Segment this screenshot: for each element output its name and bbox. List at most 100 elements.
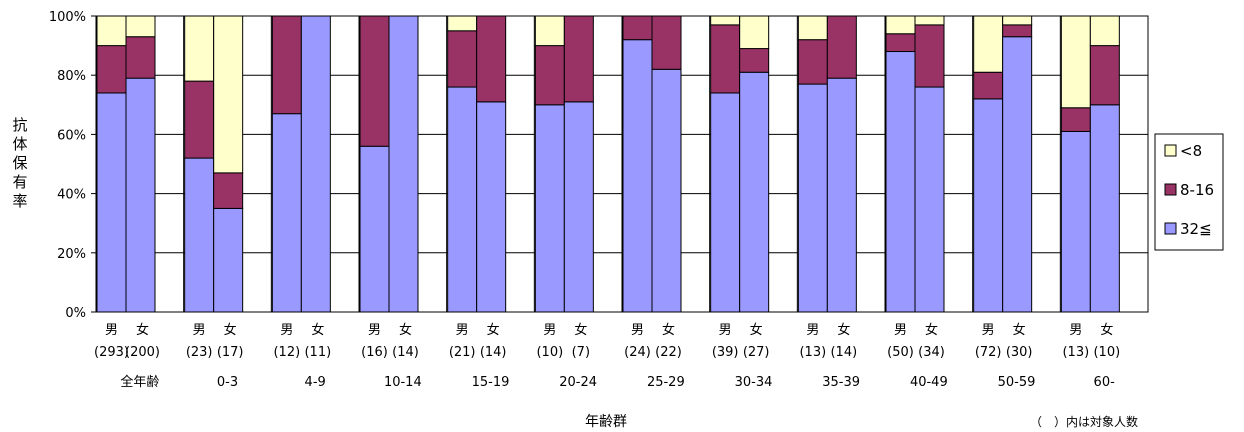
sample-size-label: (21)	[449, 345, 476, 360]
bar-segment-32-or-more	[388, 15, 419, 313]
bar-segment-under-8	[447, 15, 478, 32]
x-axis-title: 年齢群	[585, 414, 627, 430]
y-tick-label: 40%	[57, 188, 86, 203]
legend-swatch	[1164, 183, 1177, 196]
sample-size-note: （ ）内は対象人数	[1030, 414, 1138, 429]
age-group-label: 4-9	[305, 375, 326, 390]
bar-segment-32-or-more	[651, 68, 682, 313]
sample-size-label: (30)	[1006, 345, 1033, 360]
sex-label: 男	[368, 323, 381, 338]
bar-segment-8-16	[96, 45, 127, 94]
bar-segment-8-16	[710, 24, 741, 94]
bar-segment-8-16	[213, 172, 244, 209]
bar-segment-8-16	[885, 33, 916, 53]
bar-segment-8-16	[826, 15, 857, 79]
sample-size-label: (13)	[799, 345, 826, 360]
bar-segment-32-or-more	[1060, 130, 1091, 313]
bar-segment-32-or-more	[213, 207, 244, 313]
plot-area	[95, 15, 1149, 313]
bar-segment-8-16	[622, 15, 653, 41]
bar-segment-under-8	[213, 15, 244, 174]
bar-segment-32-or-more	[125, 77, 156, 313]
age-group-label: 35-39	[822, 375, 860, 390]
bar-segment-32-or-more	[1002, 36, 1033, 313]
sample-size-label: (50)	[887, 345, 914, 360]
sex-label: 女	[136, 322, 149, 338]
legend-swatch	[1164, 144, 1177, 157]
y-axis-title-char: 保	[12, 154, 27, 172]
sex-label: 男	[1069, 323, 1082, 338]
bar-segment-under-8	[710, 15, 741, 26]
age-group-label: 50-59	[998, 375, 1036, 390]
bar-segment-32-or-more	[563, 101, 594, 313]
age-group-label: 20-24	[559, 375, 597, 390]
sex-label: 男	[806, 323, 819, 338]
sex-label: 女	[750, 322, 763, 338]
bar-segment-8-16	[1089, 45, 1120, 106]
sample-size-label: (7)	[572, 345, 590, 360]
y-axis-title-char: 体	[12, 135, 27, 153]
bar-segment-32-or-more	[1089, 104, 1120, 313]
sample-size-label: (22)	[655, 345, 682, 360]
sample-size-label: (14)	[480, 345, 507, 360]
age-group-label: 60-	[1094, 375, 1116, 390]
sample-size-label: (14)	[392, 345, 419, 360]
y-axis-title: 抗体保有率	[12, 116, 27, 210]
y-axis-title-char: 有	[12, 173, 27, 191]
sample-size-label: (17)	[217, 345, 244, 360]
bar-segment-32-or-more	[710, 92, 741, 313]
bar-segment-8-16	[1002, 24, 1033, 38]
sex-label: 女	[1100, 322, 1113, 338]
bar-segment-under-8	[797, 15, 828, 41]
sex-label: 男	[280, 323, 293, 338]
y-axis-title-char: 抗	[12, 116, 27, 134]
bar-segment-32-or-more	[476, 101, 507, 313]
sex-label: 男	[982, 323, 995, 338]
bar-segment-under-8	[184, 15, 215, 82]
bar-segment-8-16	[739, 48, 770, 73]
sample-size-label: (293)	[94, 345, 129, 360]
sex-label: 男	[719, 323, 732, 338]
sex-label: 女	[1013, 322, 1026, 338]
sample-size-label: (200)	[125, 345, 160, 360]
sex-label: 男	[105, 323, 118, 338]
y-tick-label: 100%	[49, 10, 86, 25]
bar-segment-32-or-more	[300, 15, 331, 313]
bar-segment-8-16	[125, 36, 156, 79]
bar-segment-under-8	[1060, 15, 1091, 109]
sex-label: 女	[574, 322, 587, 338]
bar-segment-under-8	[96, 15, 127, 47]
bar-segment-under-8	[1002, 15, 1033, 26]
legend-label: <8	[1180, 142, 1202, 160]
bar-segment-32-or-more	[739, 71, 770, 313]
legend-swatch	[1164, 222, 1177, 235]
sex-label: 男	[543, 323, 556, 338]
sample-size-label: (27)	[743, 345, 770, 360]
legend: <8 8-16 32≦	[1154, 133, 1224, 251]
y-tick-label: 60%	[57, 128, 86, 143]
bar-segment-under-8	[125, 15, 156, 38]
bar-segment-32-or-more	[973, 98, 1004, 313]
bar-segment-8-16	[651, 15, 682, 70]
bar-segment-32-or-more	[184, 157, 215, 313]
legend-label: 8-16	[1180, 181, 1214, 199]
age-group-label: 15-19	[472, 375, 510, 390]
sample-size-label: (24)	[624, 345, 651, 360]
age-group-label: 40-49	[910, 375, 948, 390]
bar-segment-8-16	[476, 15, 507, 103]
age-group-label: 0-3	[217, 375, 238, 390]
sex-label: 男	[631, 323, 644, 338]
sex-label: 女	[224, 322, 237, 338]
bar-segment-8-16	[1060, 107, 1091, 132]
sex-label: 女	[487, 322, 500, 338]
age-group-label: 30-34	[735, 375, 773, 390]
sample-size-label: (23)	[186, 345, 213, 360]
sex-label: 女	[662, 322, 675, 338]
legend-label: 32≦	[1180, 220, 1212, 238]
bar-segment-8-16	[359, 15, 390, 147]
sex-label: 女	[311, 322, 324, 338]
bar-segment-8-16	[914, 24, 945, 88]
bar-segment-8-16	[534, 45, 565, 106]
sample-size-label: (72)	[975, 345, 1002, 360]
bar-segment-32-or-more	[826, 77, 857, 313]
